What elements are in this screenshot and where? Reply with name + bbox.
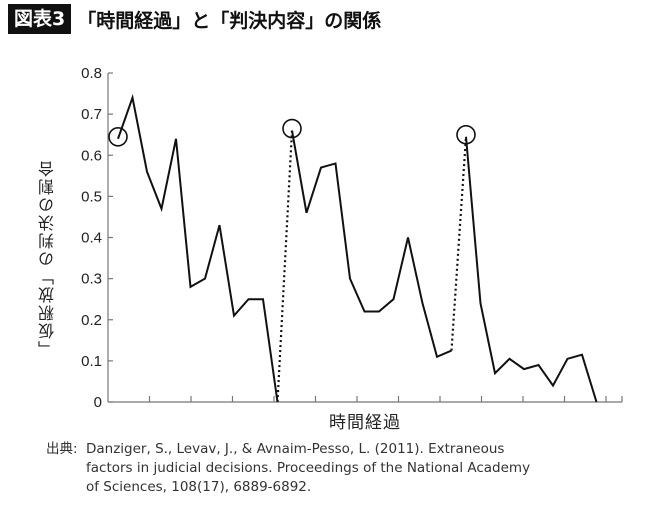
y-tick-label: 0.7 bbox=[81, 106, 102, 123]
y-tick-label: 0.5 bbox=[81, 188, 102, 205]
y-tick-label: 0.8 bbox=[81, 65, 102, 82]
break-dotted-line bbox=[276, 130, 294, 403]
figure-title: 「時間経過」と「判決内容」の関係 bbox=[77, 9, 382, 32]
y-tick-label: 0.1 bbox=[81, 353, 102, 370]
y-tick-label: 0.3 bbox=[81, 271, 102, 288]
highlight-circle bbox=[108, 127, 128, 147]
source-line-2: factors in judicial decisions. Proceedin… bbox=[86, 460, 531, 476]
y-tick-label: 0.4 bbox=[81, 230, 102, 247]
highlight-circle bbox=[282, 118, 302, 139]
figure-badge: 図表3 bbox=[8, 4, 72, 34]
highlight-circle bbox=[456, 124, 476, 145]
break-dotted-line bbox=[450, 136, 468, 351]
y-axis-label: 「仮釈放」の判決の割合 bbox=[38, 159, 57, 357]
source-line-1: Danziger, S., Levav, J., & Avnaim-Pesso,… bbox=[86, 441, 505, 457]
source-label: 出典: bbox=[46, 441, 78, 457]
data-line-session-3 bbox=[465, 136, 598, 403]
x-axis-label: 時間経過 bbox=[329, 413, 401, 433]
data-line-session-1 bbox=[117, 93, 279, 403]
figure-header: 図表3 「時間経過」と「判決内容」の関係 bbox=[8, 4, 381, 34]
y-tick-label: 0.6 bbox=[81, 147, 102, 164]
source-citation: 出典: Danziger, S., Levav, J., & Avnaim-Pe… bbox=[46, 440, 530, 497]
data-line-session-2 bbox=[291, 130, 452, 359]
source-line-3: of Sciences, 108(17), 6889-6892. bbox=[86, 479, 312, 495]
y-tick-label: 0.2 bbox=[81, 312, 102, 329]
y-tick-label: 0 bbox=[94, 394, 102, 411]
